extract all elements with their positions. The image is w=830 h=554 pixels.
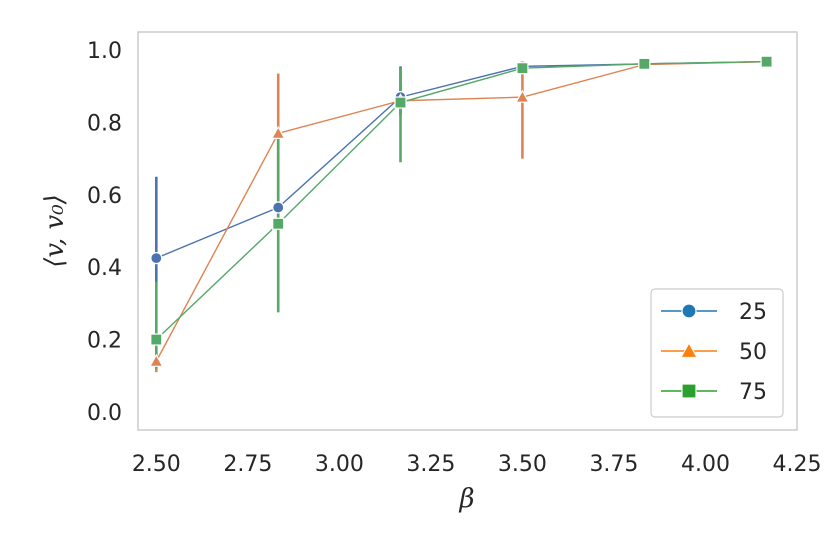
x-tick-label: 2.75	[223, 452, 272, 477]
legend: 25 50 75	[650, 288, 784, 418]
x-axis: 2.50 2.75 3.00 3.25 3.50 3.75 4.00 4.25	[132, 452, 822, 477]
point-series-50	[270, 125, 286, 139]
y-tick-label: 0.0	[87, 401, 122, 426]
point-series-75	[150, 333, 163, 346]
x-tick-label: 2.50	[132, 452, 181, 477]
x-tick-label: 3.00	[315, 452, 364, 477]
y-axis: 0.0 0.2 0.4 0.6 0.8 1.0	[87, 39, 122, 426]
x-tick-label: 4.25	[773, 452, 822, 477]
point-series-50	[515, 89, 530, 103]
series-markers	[148, 54, 774, 367]
x-tick-label: 4.00	[681, 452, 730, 477]
y-tick-label: 0.6	[87, 184, 122, 209]
point-series-75	[760, 55, 773, 68]
point-series-75	[394, 96, 407, 109]
point-series-75	[638, 57, 651, 70]
x-tick-label: 3.75	[589, 452, 638, 477]
point-series-25	[150, 252, 163, 265]
x-axis-label: β	[458, 484, 474, 514]
legend-label: 75	[739, 380, 767, 405]
point-series-25	[272, 201, 285, 214]
y-tick-label: 1.0	[87, 39, 122, 64]
point-series-75	[272, 217, 285, 230]
point-series-50	[148, 353, 164, 367]
y-axis-label: ⟨v, v₀⟩	[40, 194, 70, 268]
y-tick-label: 0.4	[87, 256, 122, 281]
legend-label: 50	[739, 340, 767, 365]
line-series-75	[155, 60, 767, 341]
legend-marker-series-25	[681, 303, 697, 319]
legend-label: 25	[739, 300, 767, 325]
x-tick-label: 3.25	[406, 452, 455, 477]
point-series-75	[516, 62, 529, 75]
series-lines	[155, 60, 767, 362]
y-tick-label: 0.2	[87, 329, 122, 354]
y-tick-label: 0.8	[87, 111, 122, 136]
legend-marker-series-50	[679, 341, 699, 359]
x-tick-label: 3.50	[498, 452, 547, 477]
legend-marker-series-75	[681, 383, 697, 399]
